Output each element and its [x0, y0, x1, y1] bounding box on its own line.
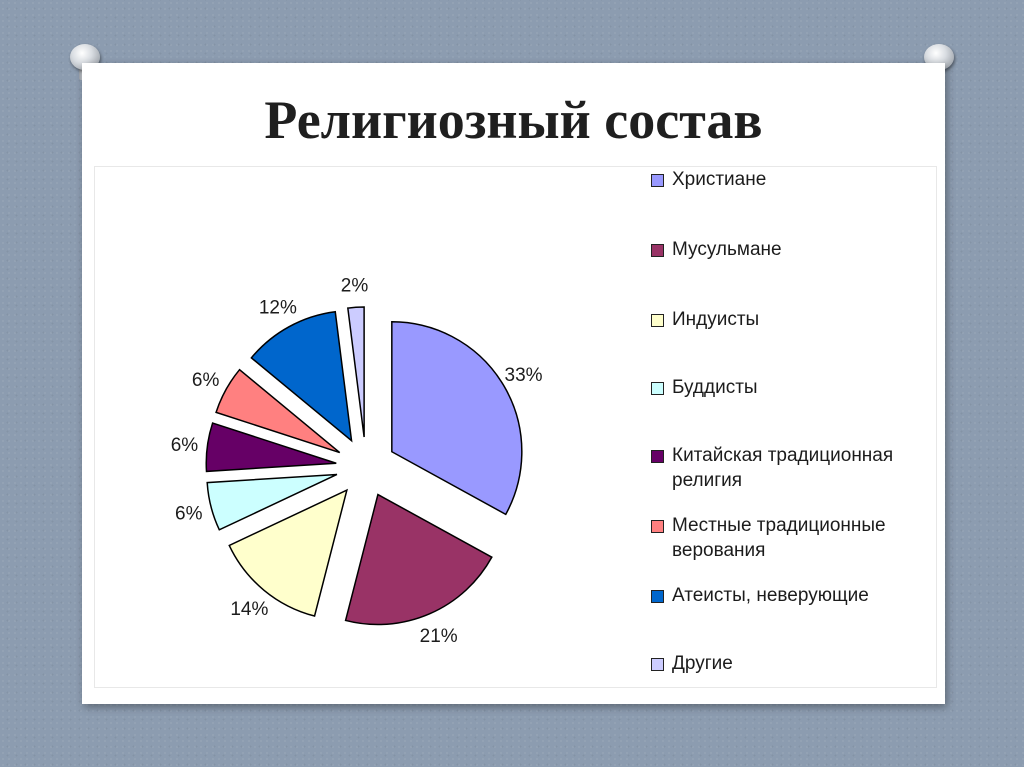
pie-slice-3 — [228, 488, 348, 617]
slide: Религиозный состав 33% 21% 14% 6% 6% 6% 12% 2% … — [82, 63, 945, 704]
legend-item-3: Индуисты — [651, 307, 941, 332]
slice-label-1: 33% — [505, 365, 543, 386]
legend-item-6: Местные традиционные верования — [651, 513, 941, 563]
pie-slice-4 — [206, 473, 338, 531]
legend-label: Мусульмане — [672, 239, 782, 260]
legend-item-7: Атеисты, неверующие — [651, 583, 941, 608]
slice-label-2: 21% — [420, 626, 458, 647]
legend-label: Атеисты, неверующие — [672, 585, 869, 606]
legend-label: Христиане — [672, 169, 767, 190]
legend-item-2: Мусульмане — [651, 237, 941, 262]
slice-label-8: 2% — [341, 275, 369, 296]
legend-item-5: Китайская традиционная религия — [651, 443, 941, 493]
pie-slice-1 — [391, 320, 523, 516]
pie-chart: 33% 21% 14% 6% 6% 6% 12% 2% — [171, 275, 543, 647]
legend-swatch — [651, 590, 664, 603]
pie-slice-5 — [205, 422, 337, 473]
slide-title: Религиозный состав — [264, 90, 763, 150]
pie-slice-6 — [215, 368, 341, 454]
legend-swatch — [651, 174, 664, 187]
pie-slice-8 — [346, 306, 365, 438]
slice-label-4: 6% — [175, 504, 203, 525]
legend-label: Китайская традиционная религия — [672, 445, 894, 491]
pie-slice-2 — [344, 493, 493, 626]
legend-label: Местные традиционные верования — [672, 515, 886, 561]
chart-area: 33% 21% 14% 6% 6% 6% 12% 2% Христиане Мусульмане… — [94, 166, 937, 688]
legend-swatch — [651, 520, 664, 533]
legend-label: Индуисты — [672, 309, 760, 330]
legend-label: Другие — [672, 653, 733, 674]
slice-label-7: 12% — [259, 298, 297, 319]
legend-item-1: Христиане — [651, 167, 941, 192]
legend-swatch — [651, 382, 664, 395]
legend-swatch — [651, 450, 664, 463]
legend-swatch — [651, 244, 664, 257]
legend-item-8: Другие — [651, 651, 941, 676]
slice-label-6: 6% — [192, 370, 220, 391]
slice-label-5: 6% — [171, 435, 199, 456]
legend-label: Буддисты — [672, 377, 758, 398]
legend-swatch — [651, 658, 664, 671]
legend-swatch — [651, 314, 664, 327]
pie-slice-7 — [250, 310, 353, 443]
slice-label-3: 14% — [230, 599, 268, 620]
legend-item-4: Буддисты — [651, 375, 941, 400]
